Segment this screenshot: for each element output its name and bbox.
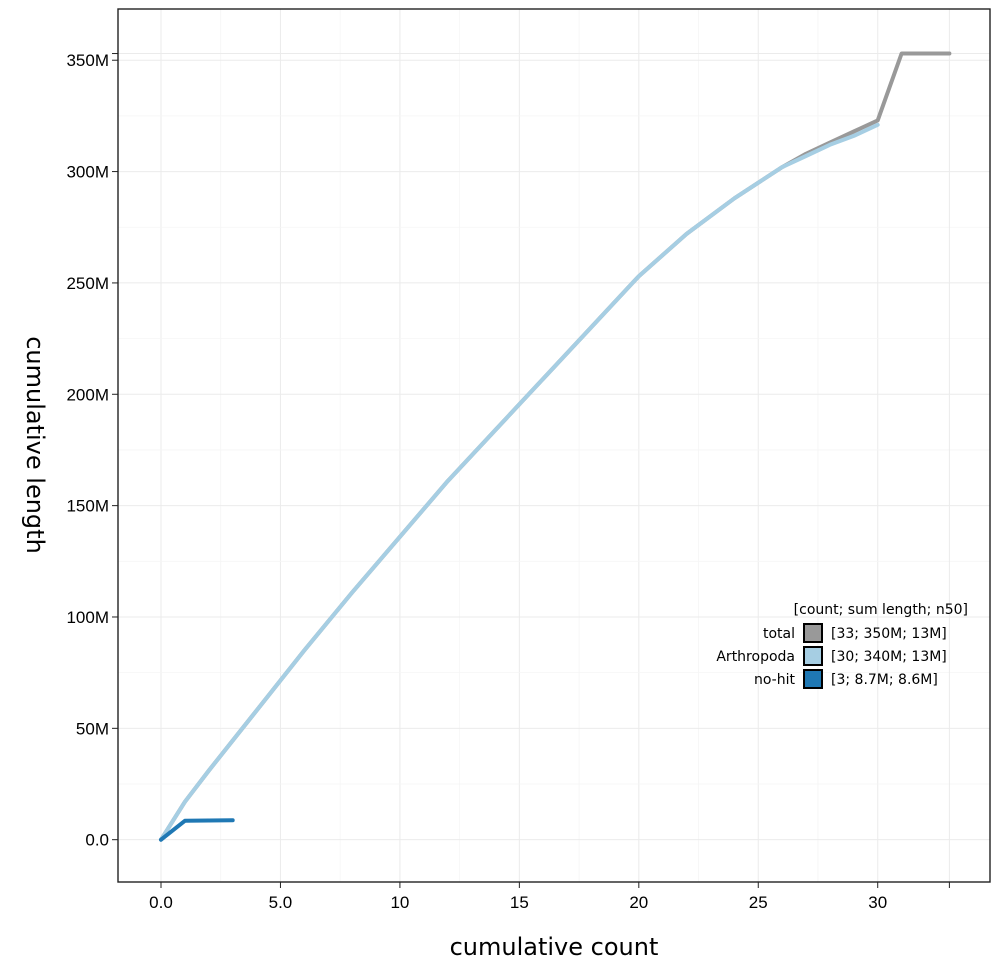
legend-stats: [3; 8.7M; 8.6M] xyxy=(831,672,938,688)
x-tick-label: 15 xyxy=(510,893,529,912)
x-tick-label: 5.0 xyxy=(269,893,293,912)
x-tick-label: 20 xyxy=(629,893,648,912)
x-tick-label: 0.0 xyxy=(149,893,173,912)
legend-stats: [33; 350M; 13M] xyxy=(831,626,947,642)
x-tick-label: 25 xyxy=(749,893,768,912)
y-tick-label: 0.0 xyxy=(85,831,109,850)
grid-lines xyxy=(118,9,990,882)
legend-title: [count; sum length; n50] xyxy=(794,602,968,618)
y-tick-label: 50M xyxy=(76,719,109,738)
x-tick-label: 30 xyxy=(868,893,887,912)
x-tick-label: 10 xyxy=(390,893,409,912)
x-axis-title: cumulative count xyxy=(450,933,659,961)
y-axis-title: cumulative length xyxy=(21,336,49,554)
legend-swatch xyxy=(803,646,823,666)
legend-label: total xyxy=(763,626,795,642)
y-tick-label: 300M xyxy=(66,163,109,182)
y-tick-label: 200M xyxy=(66,385,109,404)
legend-swatch xyxy=(803,623,823,643)
plot-panel-border xyxy=(117,8,991,883)
legend-label: no-hit xyxy=(754,672,796,688)
y-axis-ticks: 0.0 50M 100M 150M 200M 250M 300M 350M xyxy=(66,51,118,850)
x-axis-ticks: 0.0 5.0 10 15 20 25 30 xyxy=(149,882,950,912)
y-tick-label: 100M xyxy=(66,608,109,627)
series-lines xyxy=(159,51,952,842)
series-line-arthropoda xyxy=(159,122,880,842)
y-tick-label: 150M xyxy=(66,497,109,516)
y-tick-label: 350M xyxy=(66,51,109,70)
legend: [count; sum length; n50] total [33; 350M; … xyxy=(716,602,968,689)
legend-label: Arthropoda xyxy=(716,649,795,665)
y-tick-label: 250M xyxy=(66,274,109,293)
series-line-no-hit xyxy=(159,818,235,842)
legend-swatch xyxy=(803,669,823,689)
legend-stats: [30; 340M; 13M] xyxy=(831,649,947,665)
